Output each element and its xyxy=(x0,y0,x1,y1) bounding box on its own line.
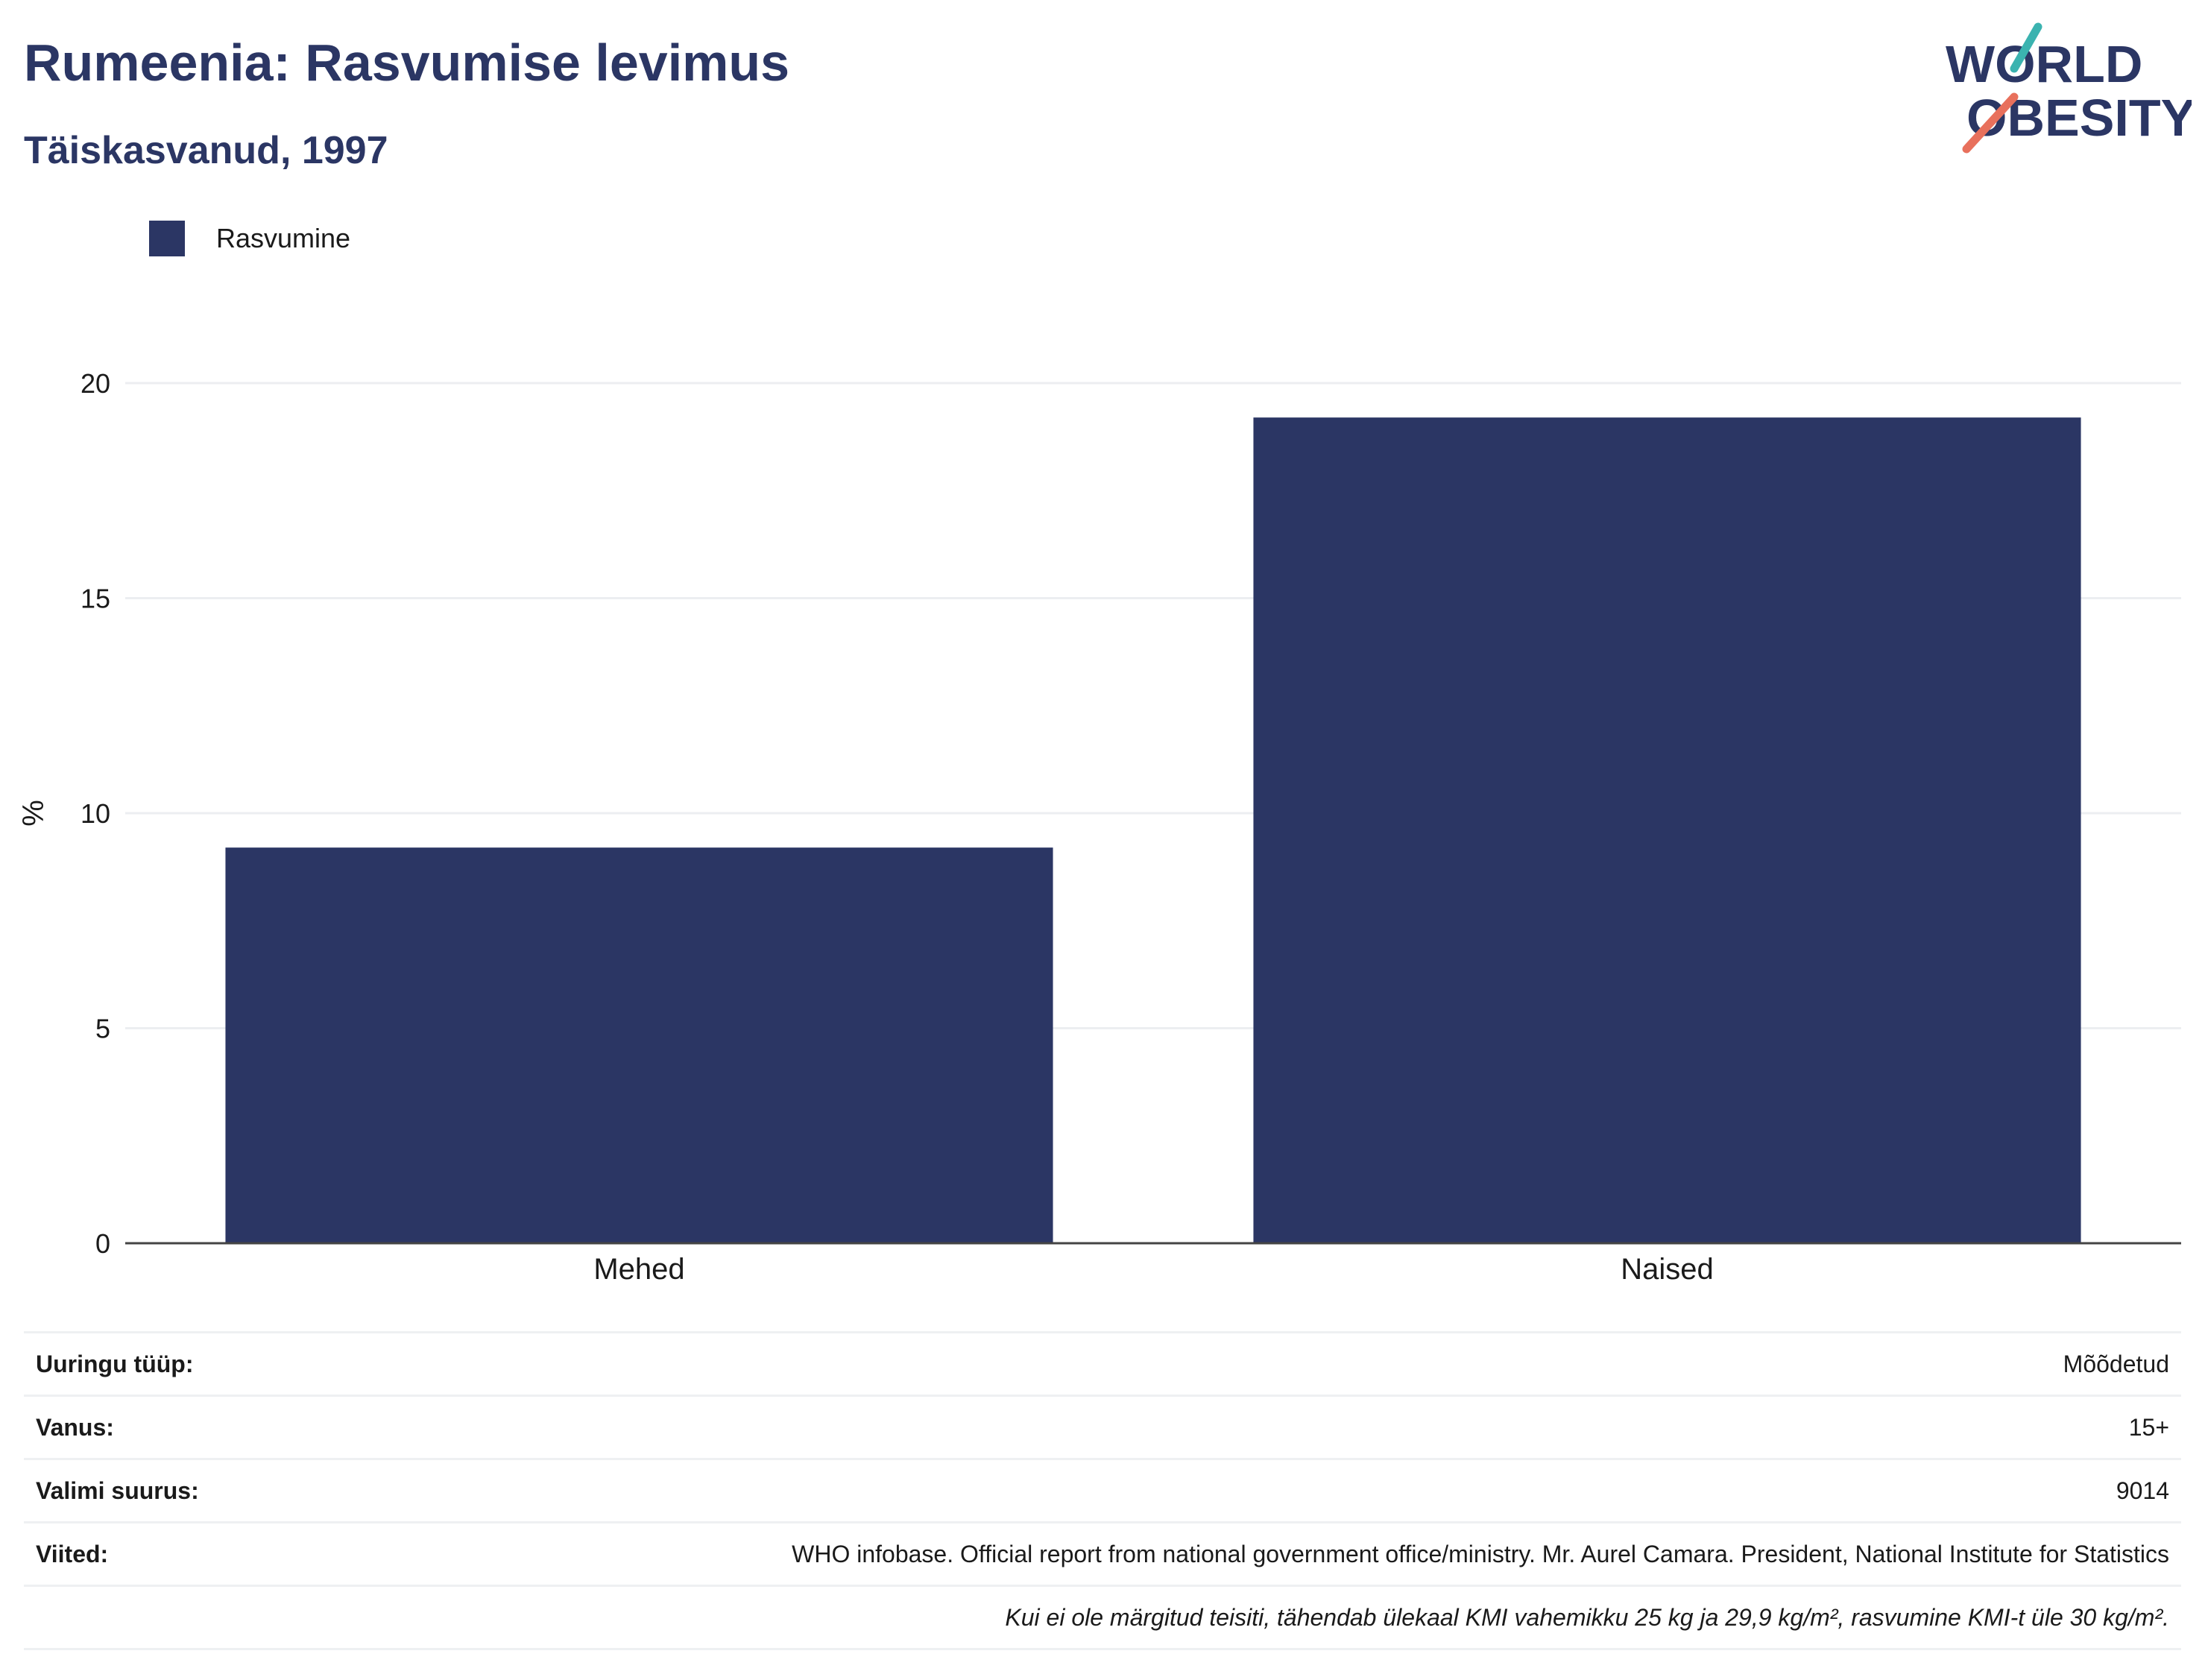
logo-line-1: WORLD xyxy=(1946,35,2142,93)
info-label: Vanus: xyxy=(36,1413,114,1441)
page-subtitle: Täiskasvanud, 1997 xyxy=(24,129,388,172)
world-obesity-logo: WORLD OBESITY xyxy=(1946,22,2192,154)
info-value: WHO infobase. Official report from natio… xyxy=(792,1540,2169,1567)
y-tick-label: 0 xyxy=(95,1228,110,1259)
x-tick-label: Naised xyxy=(1621,1253,1714,1286)
y-tick-label: 20 xyxy=(81,368,110,399)
logo-teal-stroke xyxy=(2010,22,2042,73)
chart-legend: Rasvumine xyxy=(149,221,350,256)
bar-mehed xyxy=(225,847,1053,1243)
bar-naised xyxy=(1253,417,2081,1243)
info-note-row: Kui ei ole märgitud teisiti, tähendab ül… xyxy=(24,1585,2181,1650)
legend-label: Rasvumine xyxy=(216,223,351,253)
info-row-references: Viited: WHO infobase. Official report fr… xyxy=(24,1521,2181,1585)
y-tick-label: 5 xyxy=(95,1014,110,1044)
info-row-survey-type: Uuringu tüüp: Mõõdetud xyxy=(24,1331,2181,1395)
info-row-age: Vanus: 15+ xyxy=(24,1395,2181,1458)
legend-swatch xyxy=(149,221,185,256)
info-value: Mõõdetud xyxy=(2063,1350,2169,1377)
logo-coral-stroke xyxy=(1962,92,2019,154)
y-tick-label: 10 xyxy=(81,798,110,829)
info-label: Valimi suurus: xyxy=(36,1477,199,1504)
info-label: Viited: xyxy=(36,1540,109,1567)
info-label: Uuringu tüüp: xyxy=(36,1350,194,1377)
y-tick-label: 15 xyxy=(81,584,110,614)
info-row-sample-size: Valimi suurus: 9014 xyxy=(24,1458,2181,1521)
logo-line-2: OBESITY xyxy=(1966,89,2192,147)
x-tick-label: Mehed xyxy=(593,1253,684,1286)
page-title: Rumeenia: Rasvumise levimus xyxy=(24,34,790,92)
info-value: 15+ xyxy=(2128,1413,2169,1441)
info-value: 9014 xyxy=(2116,1477,2169,1504)
definition-note: Kui ei ole märgitud teisiti, tähendab ül… xyxy=(1005,1603,2169,1631)
y-axis-label: % xyxy=(17,800,50,827)
bar-chart: 0 5 10 15 20 Mehed Naised% xyxy=(17,368,2181,1286)
info-table: Uuringu tüüp: Mõõdetud Vanus: 15+ Valimi… xyxy=(24,1331,2181,1650)
